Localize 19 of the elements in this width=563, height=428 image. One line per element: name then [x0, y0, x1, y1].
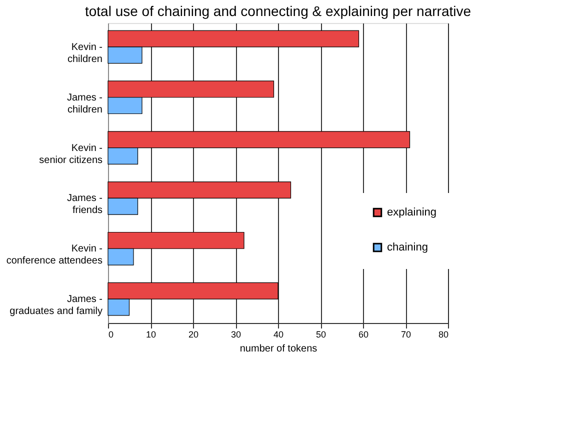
x-tick-label: 40: [273, 330, 284, 340]
x-tick-label: 80: [438, 330, 448, 340]
y-tick-label: James - friends: [66, 193, 102, 216]
x-tick-label: 30: [230, 330, 242, 340]
chart-title: total use of chaining and connecting & explaining per narrative: [84, 3, 472, 19]
y-tick-label: James - graduates and family: [10, 294, 102, 318]
y-tick-label: Kevin - children: [67, 42, 102, 65]
y-tick-label: James - children: [66, 92, 102, 116]
x-tick-label: 60: [358, 330, 369, 340]
y-tick-label: Kevin - conference attendees: [6, 244, 102, 267]
x-tick-label: 20: [188, 330, 199, 340]
x-tick-label: 10: [146, 330, 156, 340]
x-tick-label: 70: [400, 330, 412, 340]
x-tick-label: 0: [108, 330, 114, 340]
legend-label: chaining: [387, 242, 428, 254]
y-tick-label: Kevin - senior citizens: [39, 142, 102, 166]
legend-label: explaining: [387, 206, 437, 218]
x-axis-title: number of tokens: [240, 344, 318, 354]
x-tick-label: 50: [316, 330, 326, 340]
